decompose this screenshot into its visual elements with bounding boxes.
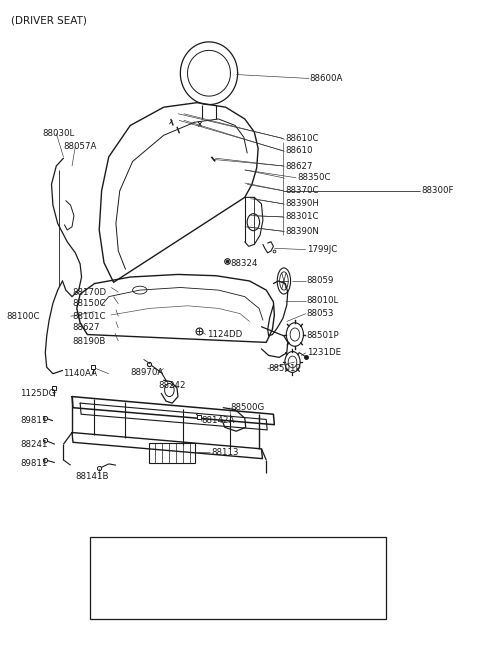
Text: 88501P: 88501P: [307, 331, 339, 340]
Text: 88610: 88610: [285, 146, 313, 155]
Text: 88010L: 88010L: [307, 296, 339, 305]
Text: 88150C: 88150C: [72, 299, 106, 308]
Text: 1124AA: 1124AA: [332, 550, 366, 559]
Text: 88141B: 88141B: [75, 472, 109, 482]
Text: 88390N: 88390N: [285, 227, 319, 236]
Text: 88600A: 88600A: [309, 74, 343, 83]
Text: 88053: 88053: [307, 309, 334, 318]
Text: 88030L: 88030L: [42, 129, 74, 138]
Text: 88610C: 88610C: [285, 134, 319, 143]
Text: (DRIVER SEAT): (DRIVER SEAT): [11, 16, 87, 26]
Text: 1125DG: 1125DG: [21, 389, 56, 398]
Text: 88350C: 88350C: [297, 173, 331, 182]
Text: 88501P: 88501P: [269, 364, 301, 373]
Text: 89811: 89811: [21, 459, 48, 468]
Text: 88101C: 88101C: [72, 312, 106, 321]
Bar: [149, 443, 195, 462]
Text: 89811: 89811: [21, 417, 48, 425]
Text: 14160B: 14160B: [110, 550, 144, 559]
Text: 88100C: 88100C: [6, 312, 40, 321]
Bar: [90, 537, 385, 619]
Text: 88324: 88324: [230, 260, 258, 268]
Text: 88142A: 88142A: [202, 417, 235, 425]
Text: 88170D: 88170D: [72, 287, 106, 297]
Text: 88390H: 88390H: [285, 199, 319, 209]
Text: 1140AA: 1140AA: [63, 369, 97, 379]
Text: 88190B: 88190B: [72, 337, 106, 346]
Text: 88627: 88627: [72, 323, 99, 333]
Text: 88370C: 88370C: [285, 186, 319, 195]
Text: 88500G: 88500G: [230, 403, 264, 412]
Text: 1249GA: 1249GA: [183, 550, 218, 559]
Text: 88242: 88242: [159, 381, 186, 390]
Text: 88970A: 88970A: [130, 368, 164, 377]
Text: 88301C: 88301C: [285, 213, 319, 222]
Text: 88113: 88113: [211, 447, 239, 457]
Text: 1124DD: 1124DD: [206, 330, 242, 339]
Text: 88627: 88627: [285, 161, 313, 171]
Text: 88300F: 88300F: [421, 186, 454, 195]
Text: 1231DE: 1231DE: [307, 348, 341, 358]
Text: 88241: 88241: [21, 440, 48, 449]
Text: 88057A: 88057A: [63, 142, 97, 151]
Text: 88059: 88059: [307, 276, 334, 285]
Text: 1799JC: 1799JC: [307, 245, 337, 254]
Text: 1339CC: 1339CC: [258, 550, 291, 559]
